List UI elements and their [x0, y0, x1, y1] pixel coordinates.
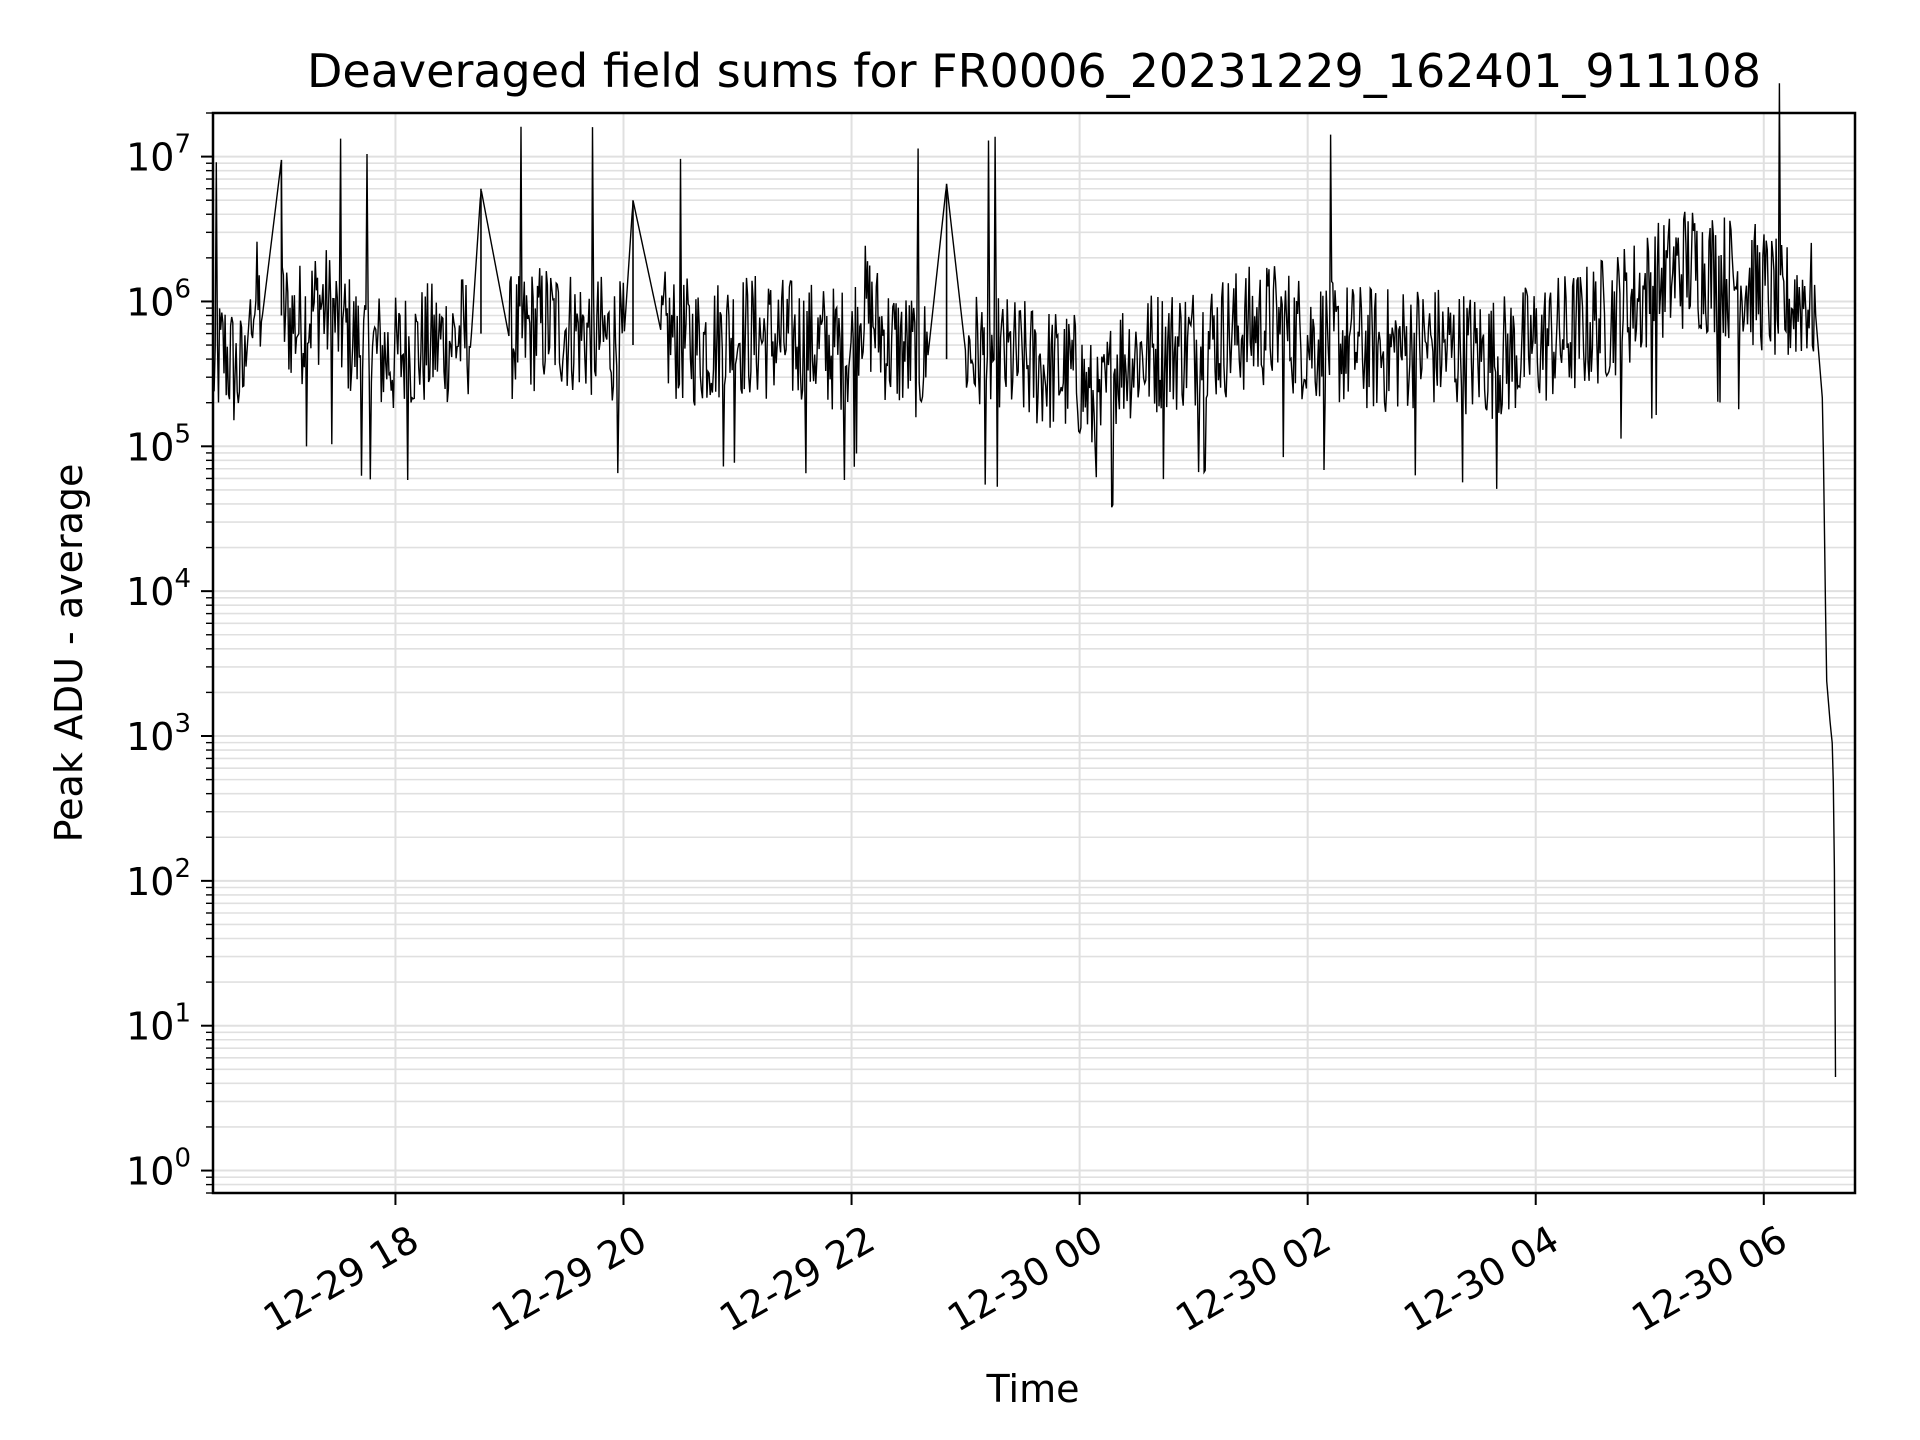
data-series-line — [212, 83, 1837, 1078]
data-line — [212, 83, 1837, 1078]
y-tick-label: 104 — [126, 564, 191, 614]
y-axis: 100 101 102 103 104 105 106 107 — [126, 112, 213, 1194]
y-tick-label: 105 — [126, 419, 191, 469]
y-tick-label: 103 — [126, 709, 191, 759]
y-tick-label: 107 — [126, 130, 191, 180]
x-axis-label: Time — [986, 1367, 1080, 1411]
plot-frame — [211, 111, 1857, 1195]
grid — [213, 112, 1855, 1194]
y-tick-label: 106 — [126, 274, 191, 324]
y-axis-label: Peak ADU - average — [47, 464, 91, 843]
y-tick-label: 101 — [126, 999, 191, 1049]
chart-title: Deaveraged field sums for FR0006_2023122… — [307, 44, 1761, 98]
y-tick-label: 100 — [126, 1144, 191, 1194]
y-tick-label: 102 — [126, 854, 191, 904]
